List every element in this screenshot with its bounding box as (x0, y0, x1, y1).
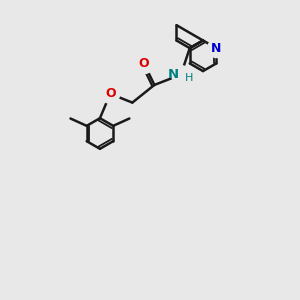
Text: O: O (105, 87, 116, 100)
Text: H: H (185, 73, 194, 82)
Text: N: N (211, 42, 221, 55)
Text: O: O (139, 57, 149, 70)
Text: N: N (167, 68, 178, 81)
